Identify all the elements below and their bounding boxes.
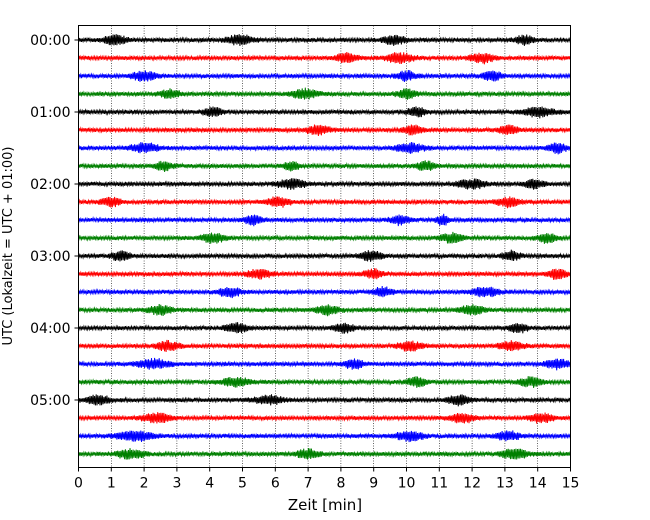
y-tick-label: 00:00 (30, 33, 70, 49)
trace-0045 (78, 87, 571, 100)
y-tick-label: 05:00 (30, 393, 70, 409)
trace-0345 (78, 303, 571, 317)
trace-0100 (78, 106, 571, 119)
trace-0300 (78, 249, 571, 262)
x-tick-label: 12 (463, 476, 481, 492)
trace-0145 (78, 160, 571, 173)
y-tick-label: 04:00 (30, 321, 70, 337)
trace-0130 (78, 141, 571, 155)
trace-0400 (78, 322, 571, 334)
x-tick-label: 14 (529, 476, 547, 492)
trace-0015 (78, 51, 571, 65)
y-axis: 00:00 01:00 02:00 03:00 04:00 05:00 (30, 33, 79, 409)
x-tick-label: 6 (271, 476, 280, 492)
trace-0430 (78, 357, 571, 371)
seismic-traces (78, 34, 571, 460)
x-tick-label: 13 (496, 476, 514, 492)
trace-0000 (78, 34, 571, 46)
x-axis-label: Zeit [min] (288, 496, 362, 514)
y-tick-label: 03:00 (30, 249, 70, 265)
x-tick-label: 10 (398, 476, 416, 492)
trace-0530 (78, 430, 571, 443)
x-tick-label: 1 (107, 476, 116, 492)
x-tick-label: 2 (140, 476, 149, 492)
trace-0515 (78, 412, 571, 424)
trace-0200 (78, 178, 571, 190)
vertical-grid (111, 25, 539, 468)
trace-0230 (78, 213, 571, 227)
y-tick-label: 02:00 (30, 177, 70, 193)
x-tick-label: 8 (336, 476, 345, 492)
trace-0445 (78, 376, 571, 388)
y-tick-label: 01:00 (30, 105, 70, 121)
x-tick-label: 11 (430, 476, 448, 492)
trace-0330 (78, 285, 571, 299)
x-tick-label: 0 (74, 476, 83, 492)
x-tick-label: 4 (205, 476, 214, 492)
x-tick-label: 7 (304, 476, 313, 492)
trace-0415 (78, 339, 571, 353)
x-tick-label: 9 (369, 476, 378, 492)
plot-frame (78, 25, 571, 468)
y-axis-label: UTC (Lokalzeit = UTC + 01:00) (1, 147, 16, 346)
trace-0500 (78, 394, 571, 407)
x-tick-label: 5 (238, 476, 247, 492)
x-tick-label: 3 (172, 476, 181, 492)
trace-0545 (78, 447, 571, 460)
trace-0115 (78, 124, 571, 137)
x-tick-label: 15 (562, 476, 580, 492)
trace-0215 (78, 196, 571, 209)
trace-0315 (78, 268, 571, 280)
x-axis: 0 1 2 3 4 5 6 7 8 9 10 11 12 13 14 15 (74, 467, 580, 492)
trace-0030 (78, 70, 571, 83)
trace-0245 (78, 231, 571, 244)
